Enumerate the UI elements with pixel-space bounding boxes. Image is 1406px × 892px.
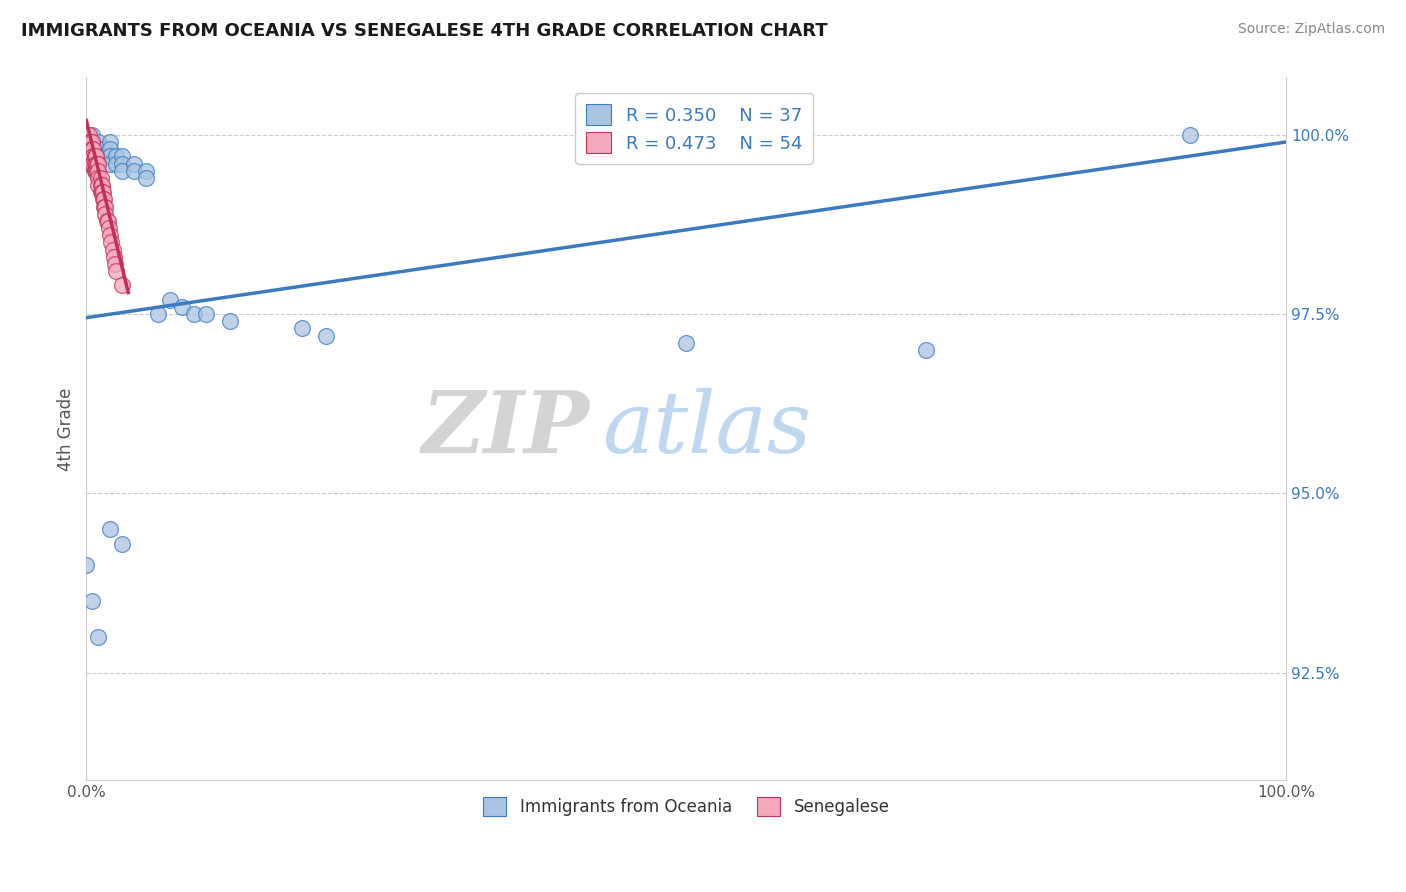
Point xyxy=(82,135,104,149)
Point xyxy=(90,178,112,192)
Point xyxy=(105,156,128,170)
Point xyxy=(82,156,104,170)
Point xyxy=(105,149,128,163)
Point xyxy=(79,142,101,156)
Point xyxy=(82,156,104,170)
Point xyxy=(77,149,100,163)
Text: atlas: atlas xyxy=(602,387,811,470)
Legend: Immigrants from Oceania, Senegalese: Immigrants from Oceania, Senegalese xyxy=(474,789,898,825)
Point xyxy=(219,314,242,328)
Point xyxy=(87,142,110,156)
Text: Source: ZipAtlas.com: Source: ZipAtlas.com xyxy=(1237,22,1385,37)
Point xyxy=(159,293,181,307)
Point xyxy=(103,250,125,264)
Point xyxy=(80,135,103,149)
Point xyxy=(87,149,110,163)
Point xyxy=(90,185,112,199)
Point xyxy=(94,200,117,214)
Point xyxy=(291,321,314,335)
Point xyxy=(83,149,105,163)
Point xyxy=(83,156,105,170)
Point xyxy=(82,149,104,163)
Point xyxy=(84,149,107,163)
Point xyxy=(83,163,105,178)
Point xyxy=(87,156,110,170)
Point xyxy=(79,135,101,149)
Point xyxy=(76,128,98,142)
Point xyxy=(93,193,115,207)
Point xyxy=(90,170,112,185)
Point xyxy=(111,149,134,163)
Point xyxy=(79,156,101,170)
Point xyxy=(87,170,110,185)
Point xyxy=(93,142,115,156)
Point xyxy=(86,163,108,178)
Point xyxy=(111,163,134,178)
Point xyxy=(195,307,218,321)
Point xyxy=(98,221,121,235)
Point xyxy=(91,185,114,199)
Point xyxy=(104,257,127,271)
Point xyxy=(80,149,103,163)
Point xyxy=(98,156,121,170)
Point xyxy=(100,235,122,250)
Point xyxy=(77,142,100,156)
Point xyxy=(80,142,103,156)
Point xyxy=(105,264,128,278)
Point xyxy=(76,142,98,156)
Point xyxy=(98,142,121,156)
Point xyxy=(1178,128,1201,142)
Point xyxy=(183,307,205,321)
Point xyxy=(75,558,97,573)
Point xyxy=(98,522,121,536)
Point xyxy=(91,193,114,207)
Point xyxy=(97,214,120,228)
Text: IMMIGRANTS FROM OCEANIA VS SENEGALESE 4TH GRADE CORRELATION CHART: IMMIGRANTS FROM OCEANIA VS SENEGALESE 4T… xyxy=(21,22,828,40)
Text: ZIP: ZIP xyxy=(422,387,591,471)
Point xyxy=(82,128,104,142)
Point xyxy=(76,135,98,149)
Point xyxy=(90,178,112,192)
Point xyxy=(124,163,146,178)
Point xyxy=(77,135,100,149)
Point xyxy=(79,149,101,163)
Point xyxy=(87,135,110,149)
Point xyxy=(90,185,112,199)
Point xyxy=(675,335,697,350)
Point xyxy=(315,328,337,343)
Point xyxy=(135,163,157,178)
Point xyxy=(84,156,107,170)
Point xyxy=(135,170,157,185)
Point xyxy=(82,149,104,163)
Point xyxy=(82,142,104,156)
Point xyxy=(98,149,121,163)
Point xyxy=(84,163,107,178)
Point xyxy=(82,594,104,608)
Point xyxy=(111,278,134,293)
Point xyxy=(86,156,108,170)
Point xyxy=(87,178,110,192)
Point xyxy=(93,200,115,214)
Point xyxy=(101,243,124,257)
Point xyxy=(148,307,170,321)
Point xyxy=(124,156,146,170)
Point xyxy=(98,135,121,149)
Point xyxy=(111,156,134,170)
Point xyxy=(96,214,118,228)
Point xyxy=(87,163,110,178)
Point xyxy=(77,128,100,142)
Point xyxy=(82,142,104,156)
Point xyxy=(94,207,117,221)
Point xyxy=(82,135,104,149)
Point xyxy=(98,228,121,243)
Y-axis label: 4th Grade: 4th Grade xyxy=(58,387,75,471)
Point xyxy=(82,142,104,156)
Point xyxy=(87,630,110,644)
Point xyxy=(93,149,115,163)
Point xyxy=(915,343,938,357)
Point xyxy=(172,300,194,314)
Point xyxy=(111,536,134,550)
